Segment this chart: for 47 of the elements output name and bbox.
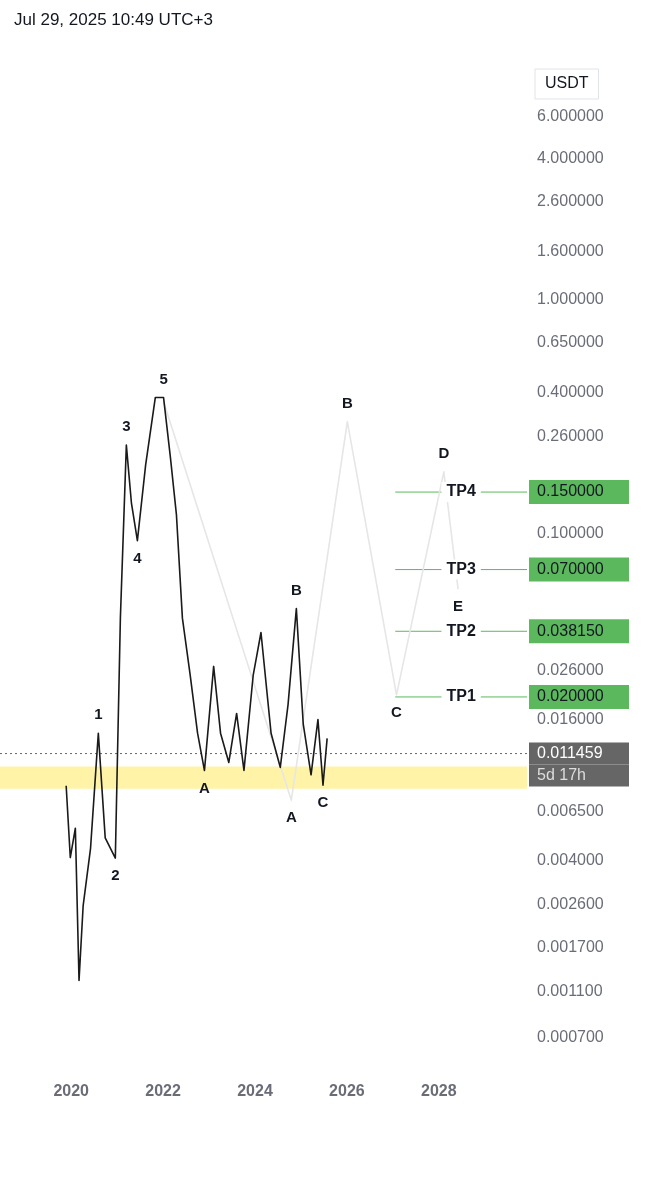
y-tick-label: 0.016000 <box>537 710 604 728</box>
annotation: 1 <box>94 705 103 723</box>
y-tick-label: 2.600000 <box>537 192 604 210</box>
annotation: B <box>341 393 353 411</box>
y-tick-label: 6.000000 <box>537 107 604 125</box>
x-tick-label: 2024 <box>237 1081 273 1099</box>
y-tick-label: 4.000000 <box>537 148 604 166</box>
annotation: 4 <box>133 548 143 566</box>
ref-line-label: TP2 <box>446 621 476 639</box>
ref-line-label: TP4 <box>446 482 476 500</box>
x-tick-label: 2020 <box>53 1081 90 1099</box>
y-tick-label: 0.001100 <box>537 982 603 1000</box>
y-tick-label: 0.026000 <box>537 660 604 678</box>
y-tick-label: 0.100000 <box>537 523 604 541</box>
annotation: 2 <box>111 866 120 884</box>
annotation: A <box>199 778 211 796</box>
y-tick-label: 0.070000 <box>537 559 604 577</box>
annotation: 3 <box>122 417 131 435</box>
y-axis-title: USDT <box>545 74 589 92</box>
y-tick-label: 1.000000 <box>537 289 604 307</box>
y-tick-label: 0.001700 <box>537 937 604 955</box>
y-tick-label: 0.260000 <box>537 426 604 444</box>
y-tick-label: 0.006500 <box>537 801 604 819</box>
y-tick-label: 0.004000 <box>537 850 604 868</box>
chart-title: Jul 29, 2025 10:49 UTC+3 <box>13 9 214 31</box>
y-tick-label: 1.600000 <box>537 241 604 259</box>
y-tick-label: 0.000700 <box>537 1028 604 1046</box>
y-tick-label: 0.002600 <box>537 894 604 912</box>
annotation: C <box>317 793 329 811</box>
annotation: 5 <box>159 369 168 387</box>
y-tick-label: 0.020000 <box>537 687 604 705</box>
text: 5d 17h <box>537 765 586 783</box>
y-tick-label: 0.011459 <box>537 743 603 761</box>
annotation: B <box>290 580 302 598</box>
annotation: E <box>453 597 464 615</box>
ref-line-label: TP3 <box>446 559 476 577</box>
y-tick-label: 0.400000 <box>537 382 604 400</box>
y-tick-label: 0.650000 <box>537 333 604 351</box>
x-tick-label: 2028 <box>420 1081 457 1099</box>
annotation: D <box>438 443 450 461</box>
annotation: C <box>391 703 403 721</box>
x-tick-label: 2022 <box>145 1081 182 1099</box>
annotation: A <box>285 808 297 826</box>
ref-line-label: TP1 <box>446 687 476 705</box>
x-tick-label: 2026 <box>329 1081 365 1099</box>
y-tick-label: 0.150000 <box>537 482 604 500</box>
y-tick-label: 0.038150 <box>537 621 604 639</box>
